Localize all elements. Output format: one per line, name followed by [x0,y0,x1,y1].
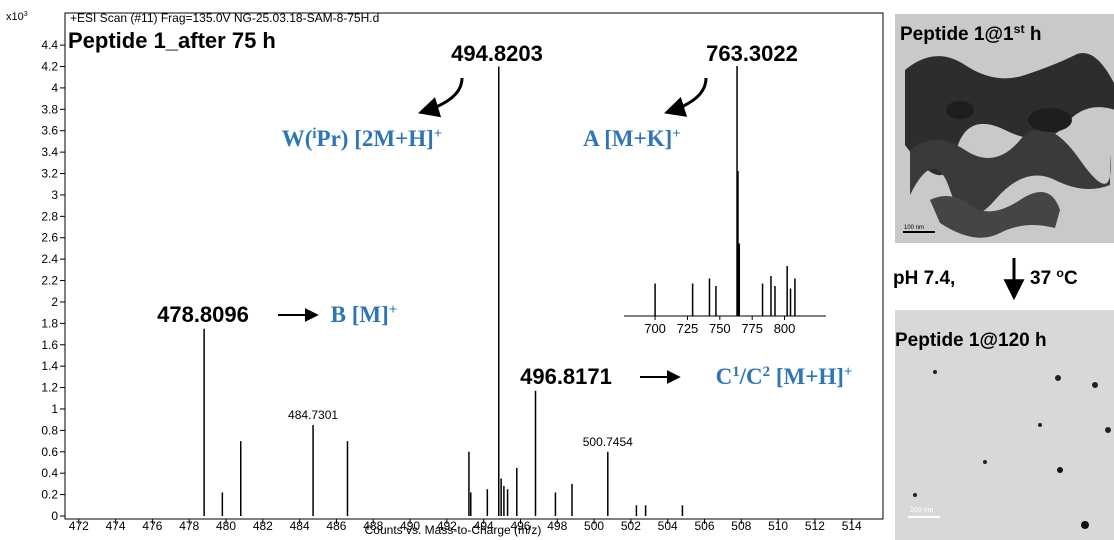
text-segment: W( [282,126,313,151]
y-tick-label: 2.2 [41,274,58,288]
y-tick-label: 0.8 [41,423,58,437]
y-tick-label: 1 [51,402,58,416]
y-tick-label: 0 [51,509,58,523]
text-segment: B [M] [331,302,389,327]
x-tick-label: 504 [658,519,678,533]
x-tick-label: 474 [106,519,126,533]
annotation-value: 478.8096 [157,302,249,327]
y-tick-label: 1.4 [41,359,58,373]
text-segment: [M+H] [770,364,844,389]
scan-header: +ESI Scan (#11) Frag=135.0V NG-25.03.18-… [70,11,379,25]
text-segment: 37 [1030,268,1056,289]
x-tick-label: 496 [510,519,530,533]
image-caption: Peptide 1@120 h [895,330,1047,351]
superscript: 1 [732,364,739,380]
tem-image-top [895,14,1114,243]
y-tick-label: 4.2 [41,60,58,74]
x-tick-label: 490 [400,519,420,533]
superscript: + [672,126,681,142]
superscript: + [844,364,853,380]
y-tick-label: 3.2 [41,167,58,181]
y-multiplier: x103 [6,10,28,23]
y-tick-label: 3.6 [41,124,58,138]
x-tick-label: 484 [290,519,310,533]
plot-frame [65,13,883,519]
x-tick-label: 488 [363,519,383,533]
figure: +ESI Scan (#11) Frag=135.0V NG-25.03.18-… [0,0,1114,540]
peak-label: 500.7454 [583,435,633,449]
y-tick-label: 0.4 [41,466,58,480]
x-tick-label: 494 [474,519,494,533]
y-tick-label: 2 [51,295,58,309]
x-tick-label: 512 [805,519,825,533]
x-tick-label: 476 [142,519,162,533]
annotation-arrow [422,78,462,112]
annotation-species: A [M+K]+ [583,126,681,151]
annotation-arrow [668,78,706,112]
y-tick-label: 1.8 [41,316,58,330]
x-tick-label: 492 [437,519,457,533]
x-tick-label: 506 [694,519,714,533]
text-segment: Peptide 1@1 [900,24,1014,45]
y-tick-label: 2.4 [41,252,58,266]
superscript: st [1014,22,1025,36]
y-tick-label: 1.2 [41,381,58,395]
x-tick-label: 502 [621,519,641,533]
superscript: 2 [763,364,770,380]
y-tick-label: 0.6 [41,445,58,459]
text-segment: C [1064,268,1078,289]
x-tick-label: 500 [584,519,604,533]
peak-label: 484.7301 [288,408,338,422]
annotation-value: 496.8171 [520,364,612,389]
x-tick-label: 514 [842,519,862,533]
text-segment: /C [739,364,763,389]
scale-bar-label: 200 nm [910,507,934,514]
x-tick-label: 472 [69,519,89,533]
chart-title: Peptide 1_after 75 h [68,28,276,53]
annotation-species: C1/C2 [M+H]+ [716,364,853,389]
inset-x-tick-label: 775 [741,321,763,336]
y-tick-label: 4.4 [41,38,58,52]
x-tick-label: 510 [768,519,788,533]
condition-label: pH 7.4, [893,268,955,289]
superscript: + [434,126,443,142]
annotation-species: B [M]+ [331,302,398,327]
x-tick-label: 482 [253,519,273,533]
x-tick-label: 486 [326,519,346,533]
y-tick-label: 3.8 [41,102,58,116]
y-tick-label: 2.6 [41,231,58,245]
superscript: 3 [24,10,28,18]
x-tick-label: 480 [216,519,236,533]
text-segment: C [716,364,733,389]
annotation-value: 763.3022 [706,41,798,66]
x-tick-label: 508 [731,519,751,533]
inset-x-tick-label: 800 [774,321,796,336]
x-tick-label: 498 [547,519,567,533]
text-segment: Pr) [2M+H] [317,126,434,151]
text-segment: x10 [6,11,24,23]
condition-label: 37 oC [1030,266,1078,289]
superscript: + [389,302,398,318]
y-tick-label: 4 [51,81,58,95]
inset-x-tick-label: 725 [677,321,699,336]
inset-x-tick-label: 700 [644,321,666,336]
y-tick-label: 3 [51,188,58,202]
annotation-value: 494.8203 [451,41,543,66]
text-segment: A [M+K] [583,126,672,151]
page: +ESI Scan (#11) Frag=135.0V NG-25.03.18-… [0,0,1114,540]
y-tick-label: 0.2 [41,488,58,502]
text-segment: h [1025,24,1042,45]
y-tick-label: 3.4 [41,145,58,159]
x-tick-label: 478 [179,519,199,533]
y-tick-label: 2.8 [41,209,58,223]
y-tick-label: 1.6 [41,338,58,352]
scale-bar-label: 100 nm [904,225,924,231]
annotation-species: W(iPr) [2M+H]+ [282,126,443,151]
inset-x-tick-label: 750 [709,321,731,336]
